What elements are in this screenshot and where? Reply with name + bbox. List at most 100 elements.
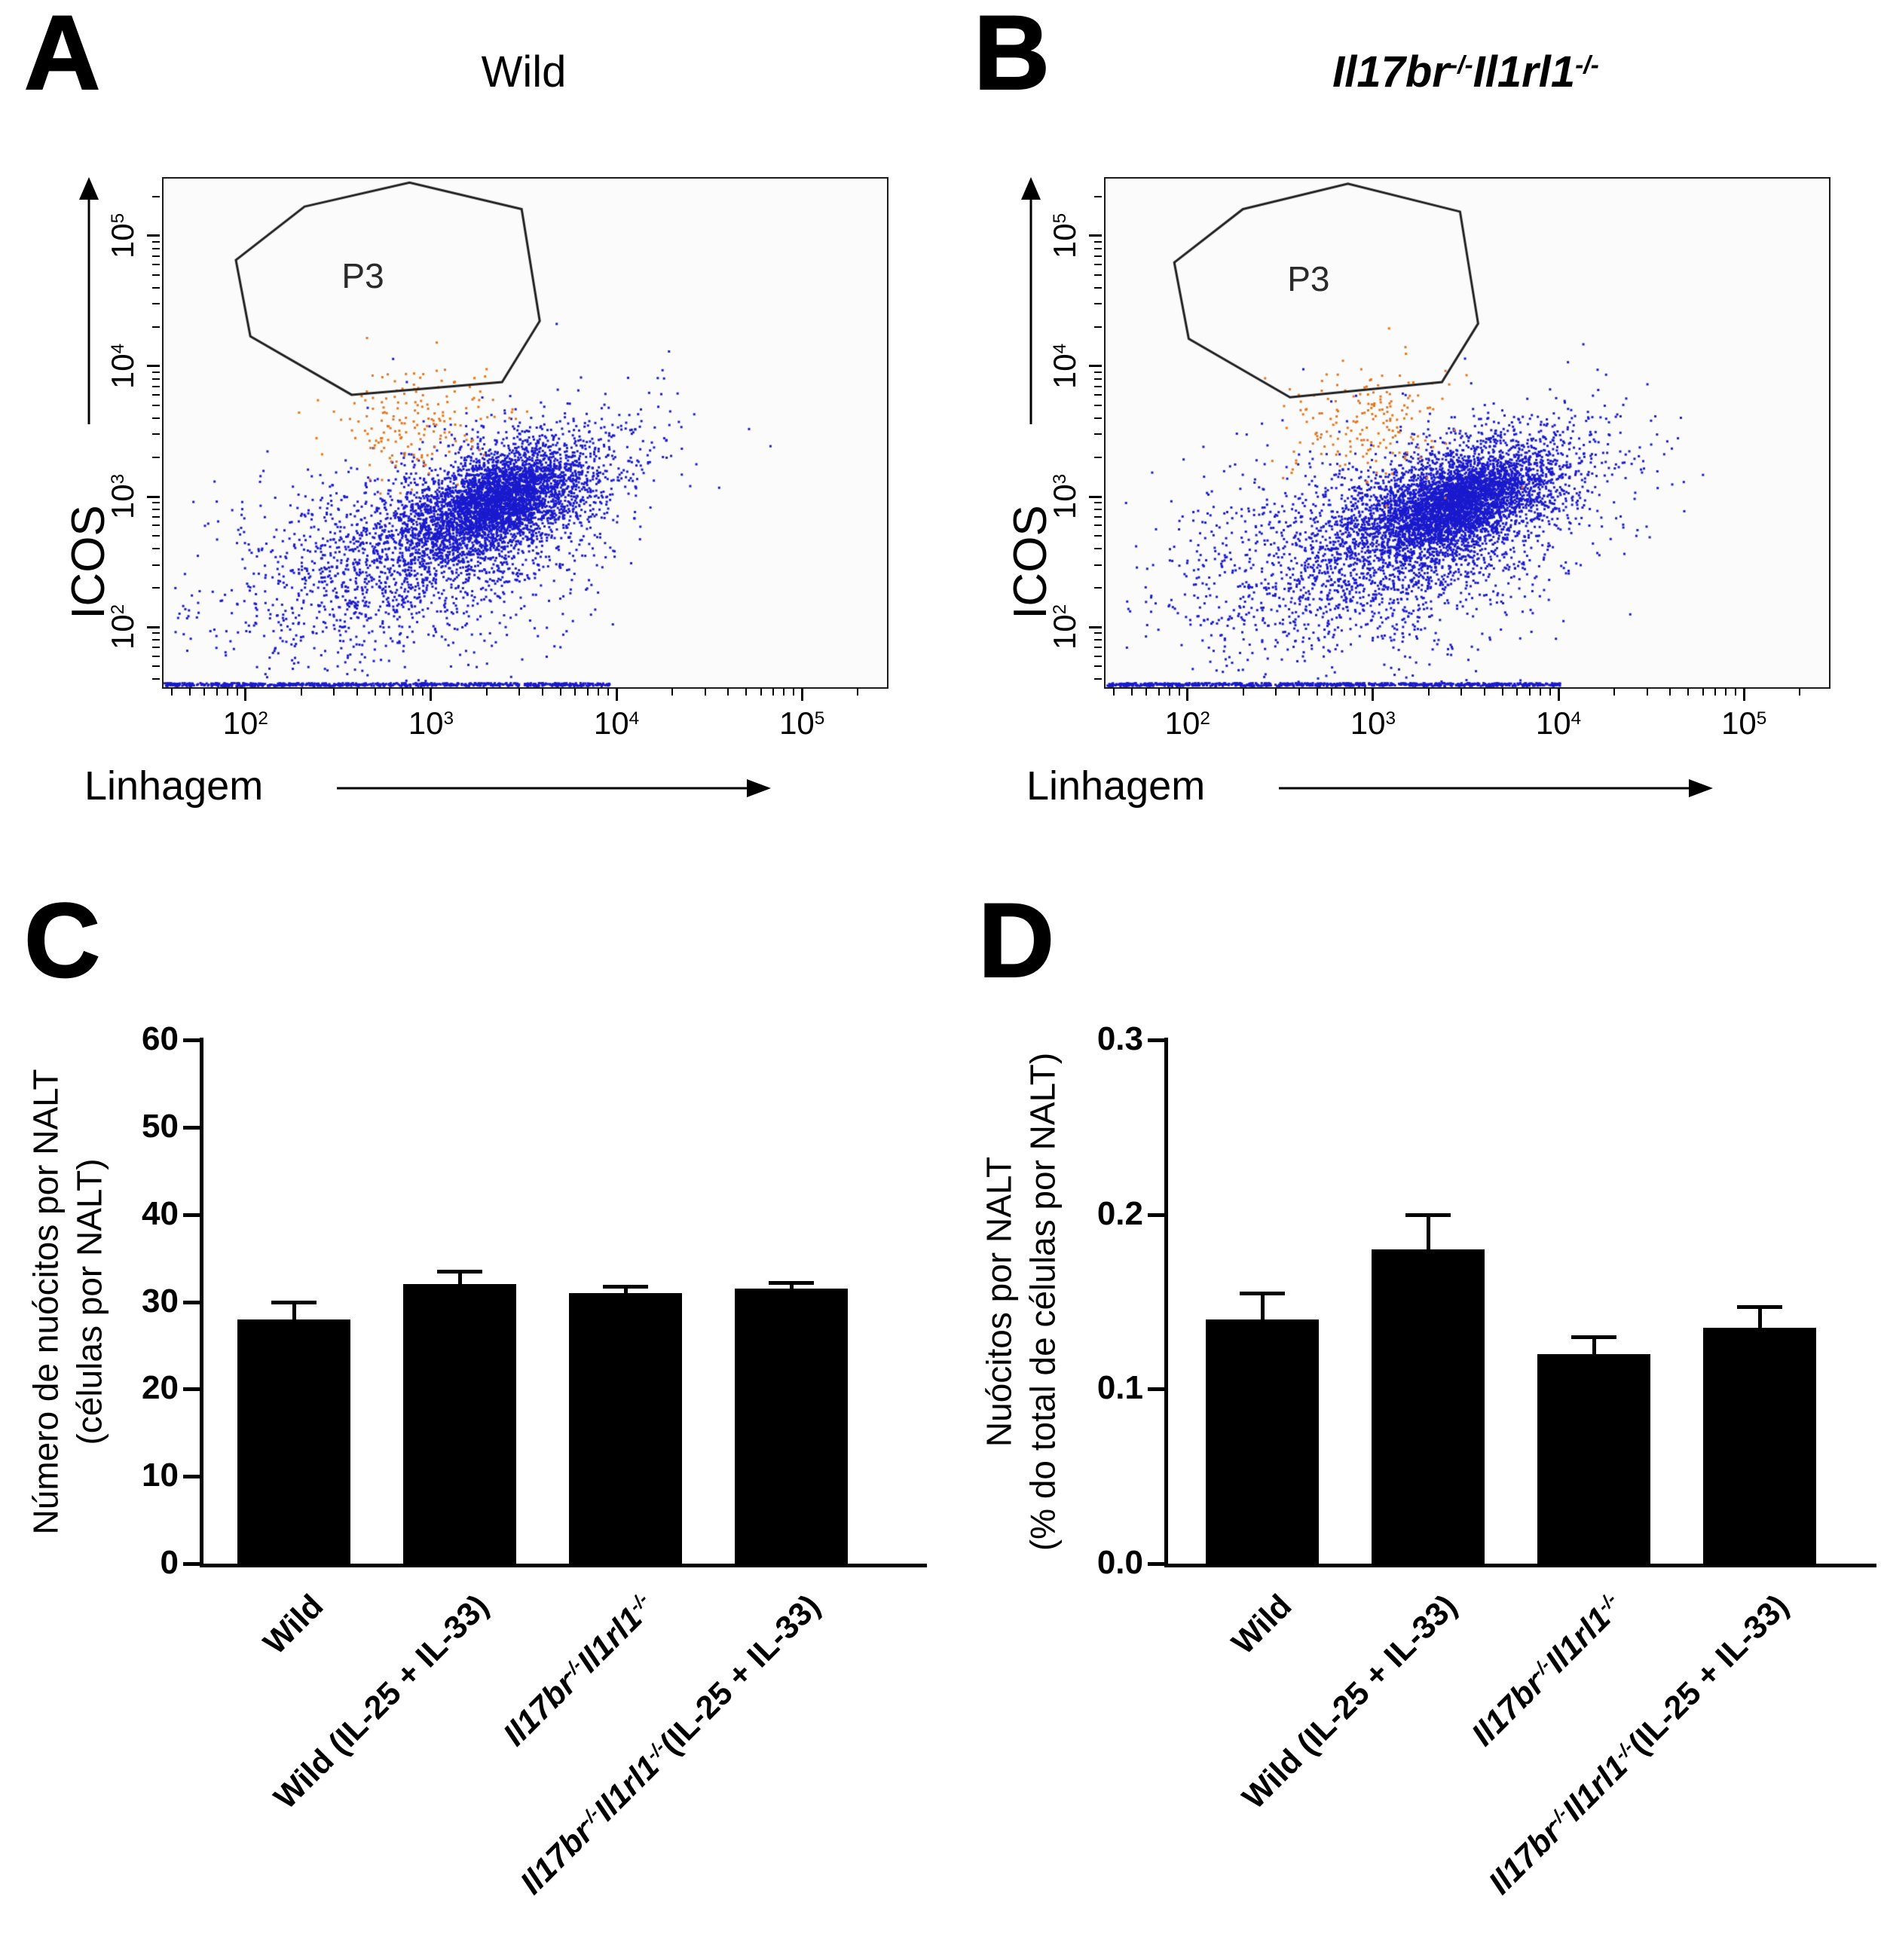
gate-label: P3 [1287, 258, 1330, 298]
panel-letter-c: C [23, 881, 102, 999]
x-tick-label: 103 [1339, 705, 1407, 741]
x-axis-tick [1186, 688, 1189, 701]
x-axis-tick [226, 688, 228, 696]
y-tick-label: 50 [142, 1107, 179, 1145]
tick-base: 10 [105, 484, 140, 520]
y-axis-tick [183, 1562, 200, 1566]
text-segment: Il1rl1 [1473, 47, 1576, 96]
y-axis-tick [1089, 495, 1102, 498]
y-axis-tick [152, 247, 160, 249]
bar [735, 1289, 848, 1564]
x-axis-tick [1354, 688, 1356, 696]
x-axis-tick [170, 688, 173, 696]
y-axis-tick [1094, 240, 1102, 243]
x-axis-tick [1298, 688, 1300, 696]
y-axis-tick [1089, 365, 1102, 368]
y-axis-tick [1094, 264, 1102, 266]
x-axis-tick [542, 688, 544, 696]
y-axis-tick [152, 587, 160, 589]
y-axis-tick [183, 1475, 200, 1479]
tick-exponent: 2 [258, 708, 268, 729]
y-tick-label: 102 [1047, 593, 1082, 661]
text-segment: Il17br [1464, 1666, 1552, 1754]
scatter-canvas [1106, 179, 1829, 687]
y-axis-tick [1094, 677, 1102, 680]
x-axis-tick [1158, 688, 1160, 696]
y-axis-tick [152, 326, 160, 328]
x-axis-tick [1557, 688, 1560, 701]
y-axis-tick [152, 535, 160, 537]
panel-a-title: Wild [162, 48, 885, 96]
y-axis-tick [1094, 303, 1102, 305]
y-axis-tick [147, 365, 160, 368]
x-axis-tick [1646, 688, 1648, 696]
y-axis-tick [152, 515, 160, 518]
x-axis-tick [607, 688, 609, 696]
x-axis-tick [486, 688, 488, 696]
plot-area: P3 [162, 177, 888, 689]
category-label: Il17br-/-Il1rl1-/- [497, 1588, 662, 1754]
y-axis-tick [1094, 195, 1102, 197]
y-axis-tick [152, 646, 160, 648]
x-axis-tick [760, 688, 762, 696]
y-axis-tick [1094, 501, 1102, 503]
x-tick-label: 104 [583, 705, 650, 741]
tick-exponent: 5 [1049, 213, 1070, 224]
x-axis-tick [1725, 688, 1727, 696]
y-tick-label: 102 [105, 593, 140, 661]
y-axis-arrow-icon [79, 177, 99, 424]
y-tick-label: 0 [160, 1544, 179, 1581]
error-bar-line [292, 1301, 296, 1319]
y-axis-tick [152, 564, 160, 566]
bar-panel-c: C Número de nuócitos por NALT (células p… [0, 867, 942, 1960]
x-axis-tick [772, 688, 775, 696]
x-tick-label: 102 [1154, 705, 1222, 741]
y-tick-label: 30 [142, 1282, 179, 1319]
x-axis-tick [421, 688, 424, 696]
y-axis-tick [183, 1300, 200, 1304]
tick-base: 10 [1535, 705, 1571, 741]
scatter-canvas [164, 179, 887, 687]
x-tick-label: 105 [1710, 705, 1778, 741]
x-axis-tick [1178, 688, 1180, 696]
tick-exponent: 2 [1049, 604, 1070, 615]
y-axis-tick [1094, 535, 1102, 537]
y-tick-label: 103 [105, 463, 140, 531]
x-axis-tick [1145, 688, 1148, 696]
y-axis-tick [152, 378, 160, 380]
y-tick-label: 104 [1047, 332, 1082, 400]
y-axis-tick [152, 677, 160, 680]
tick-exponent: 5 [814, 708, 825, 729]
tick-base: 10 [105, 223, 140, 259]
y-tick-label: 0.0 [1096, 1544, 1143, 1581]
tick-exponent: 3 [107, 473, 128, 485]
flow-panel-a: A Wild ICOS P3 Linhagem 102 102 103 103 104 1… [0, 0, 942, 867]
y-axis-tick [152, 195, 160, 197]
x-axis-tick [244, 688, 247, 701]
tick-base: 10 [222, 705, 258, 741]
bar-panel-d: D Nuócitos por NALT (% do total de célul… [942, 867, 1884, 1960]
y-axis-label: Número de nuócitos por NALT (células por… [25, 963, 112, 1641]
y-axis-tick [1148, 1038, 1164, 1042]
y-axis-tick [1094, 665, 1102, 668]
y-axis-tick [1094, 632, 1102, 634]
y-axis-tick [1094, 433, 1102, 436]
x-axis-tick [559, 688, 561, 696]
y-axis-tick [1094, 326, 1102, 328]
flow-panel-b: B Il17br-/-Il1rl1-/- ICOS P3 Linhagem 10… [942, 0, 1884, 867]
x-axis-tick [1363, 688, 1366, 696]
x-axis-tick [1242, 688, 1244, 696]
x-axis-tick [1613, 688, 1616, 696]
y-axis-tick [152, 508, 160, 510]
x-axis-tick [792, 688, 794, 696]
panel-letter-d: D [977, 881, 1057, 999]
category-label: Il17br-/-Il1rl1-/- [1465, 1588, 1631, 1754]
y-axis-label-line1: Número de nuócitos por NALT [26, 1069, 66, 1535]
text-segment: -/- [1575, 50, 1599, 79]
x-axis-tick [1799, 688, 1801, 696]
y-axis-tick [1094, 515, 1102, 518]
y-axis-tick [152, 501, 160, 503]
y-axis-tick [1094, 274, 1102, 276]
tick-base: 10 [408, 705, 444, 741]
y-axis-tick [183, 1038, 200, 1042]
